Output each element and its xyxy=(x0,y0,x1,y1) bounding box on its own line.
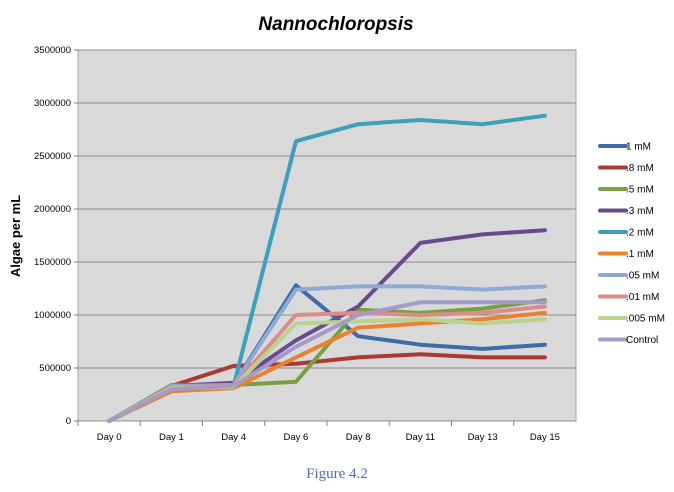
legend-label: .5 mM xyxy=(626,185,654,196)
y-tick-label: 1000000 xyxy=(34,310,71,321)
y-tick-label: 3500000 xyxy=(34,45,71,56)
series-line xyxy=(107,310,547,423)
series-line xyxy=(107,352,547,423)
legend-label: .3 mM xyxy=(626,206,654,217)
legend-label: .2 mM xyxy=(626,228,654,239)
x-tick-label: Day 6 xyxy=(283,432,308,443)
x-tick-label: Day 11 xyxy=(406,432,435,443)
x-tick-label: Day 4 xyxy=(221,432,246,443)
x-tick-label: Day 0 xyxy=(97,432,122,443)
x-tick-label: Day 13 xyxy=(468,432,498,443)
legend-label: .1 mM xyxy=(626,249,654,260)
legend-label: Control xyxy=(626,335,658,346)
line-chart: Nannochloropsis 0 500000 1000000 1500000 200… xyxy=(8,14,665,443)
y-tick-label: 2500000 xyxy=(34,151,71,162)
legend-label: .05 mM xyxy=(626,271,659,282)
y-tick-label: 3000000 xyxy=(34,98,71,109)
figure-caption: Figure 4.2 xyxy=(306,466,368,482)
legend: 1 mM .8 mM .5 mM .3 mM .2 mM .1 mM .05 mM .01 m… xyxy=(598,142,665,346)
y-tick-label: 500000 xyxy=(39,363,71,374)
x-axis-ticks: Day 0 Day 1 Day 4 Day 6 Day 8 Day 11 Day 13 Day… xyxy=(77,421,560,443)
legend-label: 1 mM xyxy=(626,142,651,153)
series-lines xyxy=(107,113,547,423)
y-tick-label: 0 xyxy=(66,416,71,427)
y-tick-label: 1500000 xyxy=(34,257,71,268)
legend-label: .8 mM xyxy=(626,163,654,174)
chart-title: Nannochloropsis xyxy=(258,14,413,35)
x-tick-label: Day 15 xyxy=(530,432,560,443)
legend-label: .01 mM xyxy=(626,292,659,303)
y-axis-label: Algae per mL xyxy=(8,195,23,277)
plot-area xyxy=(77,49,577,422)
x-tick-label: Day 1 xyxy=(159,432,184,443)
legend-label: .005 mM xyxy=(626,314,665,325)
x-tick-label: Day 8 xyxy=(346,432,371,443)
y-axis-ticks: 0 500000 1000000 1500000 2000000 2500000 30000… xyxy=(34,45,78,427)
series-line xyxy=(107,300,547,423)
y-tick-label: 2000000 xyxy=(34,204,71,215)
